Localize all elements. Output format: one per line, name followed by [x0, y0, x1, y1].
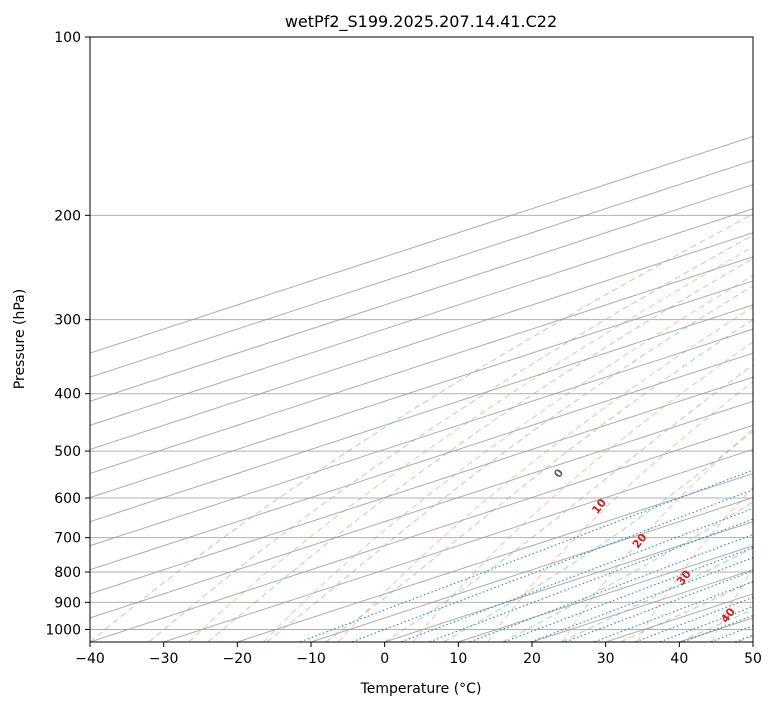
isotherm-line: [310, 497, 753, 642]
isotherm-line: [90, 400, 753, 619]
isotherm-line: [90, 208, 753, 426]
x-tick-label: −10: [296, 651, 326, 667]
y-axis-label: Pressure (hPa): [12, 289, 28, 389]
mixing-ratio-line: [299, 469, 753, 642]
x-tick-label: 0: [380, 651, 389, 667]
plot-area: [90, 37, 753, 642]
y-tick-label: 900: [54, 595, 81, 611]
isotherm-line: [90, 159, 753, 378]
mixing-ratio-line: [593, 581, 753, 642]
mixing-ratio-line: [634, 596, 753, 642]
mixing-ratio-line: [428, 518, 753, 642]
mixing-ratio-line: [469, 533, 753, 642]
dry-adiabat: [188, 246, 753, 642]
isotherm-line: [90, 135, 753, 354]
moist-adiabat: [502, 501, 753, 642]
y-tick-label: 400: [54, 387, 81, 403]
isotherm-line: [163, 448, 753, 642]
y-tick-label: 500: [54, 444, 81, 460]
moist-adiabat: [443, 430, 753, 642]
axes: −40 −30 −20 −10 0 10 20 30 40 50 100 200 300 400 500 60…: [45, 30, 762, 667]
isotherm-line: [90, 352, 753, 571]
mixing-ratio-line: [564, 570, 753, 642]
isotherm-line: [90, 232, 753, 450]
x-tick-label: −20: [223, 651, 253, 667]
y-tick-label: 1000: [45, 622, 81, 638]
moist-adiabat: [325, 318, 753, 642]
moist-adiabat: [148, 234, 753, 642]
moist-adiabat: [620, 580, 753, 642]
x-axis-label: Temperature (°C): [360, 681, 482, 697]
x-tick-label: −40: [75, 651, 105, 667]
mixing-ratio-line: [659, 605, 753, 642]
x-tick-label: 50: [744, 651, 762, 667]
y-tick-label: 600: [54, 491, 81, 507]
x-tick-label: 10: [449, 651, 467, 667]
x-tick-label: −30: [149, 651, 179, 667]
y-tick-label: 200: [54, 208, 81, 224]
y-tick-label: 700: [54, 531, 81, 547]
y-tick-label: 100: [54, 30, 81, 46]
mixing-ratio-line: [400, 507, 753, 642]
dry-adiabat: [487, 381, 753, 642]
mixing-ratio-line: [351, 489, 753, 642]
chart-title: wetPf2_S199.2025.207.14.41.C22: [285, 12, 557, 32]
isotherm-line: [90, 424, 753, 642]
dry-adiabat: [412, 341, 753, 642]
x-tick-label: 30: [597, 651, 615, 667]
isotherm-line: [90, 328, 753, 547]
dry-adiabat: [337, 306, 753, 642]
dry-adiabat: [561, 428, 753, 642]
isotherm-line: [90, 184, 753, 402]
x-tick-label: 40: [670, 651, 688, 667]
isotherm-line: [90, 376, 753, 595]
isotherm-line: [384, 521, 753, 642]
y-tick-label: 800: [54, 565, 81, 581]
moist-adiabat: [384, 364, 753, 642]
isotherm-line: [237, 472, 753, 642]
dry-adiabat: [263, 274, 753, 642]
isotherm-line: [90, 280, 753, 499]
moist-adiabat: [90, 213, 753, 642]
y-tick-label: 300: [54, 313, 81, 329]
mixing-ratio-line: [503, 546, 753, 642]
mixing-ratio-line: [530, 556, 753, 642]
isotherm-line: [90, 304, 753, 523]
x-tick-label: 20: [523, 651, 541, 667]
moist-adiabat: [207, 257, 753, 642]
isotherm-line: [90, 256, 753, 475]
plot-frame: [89, 36, 754, 643]
